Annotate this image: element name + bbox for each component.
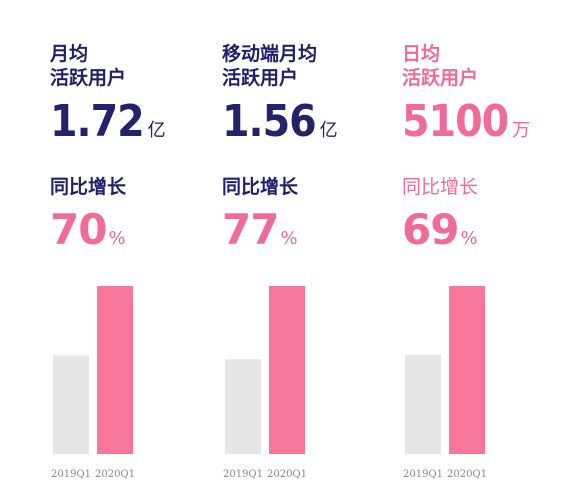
x-tick-label: 2020Q1: [447, 469, 487, 480]
metric-unit: 亿: [147, 120, 166, 141]
bar-chart-mobile-mau: 2019Q1 2020Q1: [223, 286, 307, 480]
yoy-label: 同比增长: [50, 176, 127, 198]
metric-label: 日均 活跃用户: [402, 43, 479, 89]
metric-value: 5100: [402, 96, 509, 147]
bar-chart-dau: 2019Q1 2020Q1: [403, 286, 487, 480]
x-tick-label: 2020Q1: [267, 469, 307, 480]
x-tick-label: 2019Q1: [51, 469, 91, 480]
metric-unit: 万: [512, 120, 531, 141]
yoy-value-line: 77%: [222, 204, 298, 256]
yoy-value-line: 70%: [50, 204, 126, 256]
bar-2019Q1: [405, 354, 441, 454]
bar-chart-mau: 2019Q1 2020Q1: [51, 286, 135, 480]
yoy-value: 69: [402, 205, 459, 254]
metric-column-mau: 月均 活跃用户 1.72 亿 同比增长 70% 2019Q1 2020Q1: [50, 0, 220, 504]
yoy-label: 同比增长: [222, 176, 299, 198]
metric-value: 1.56: [222, 96, 317, 147]
yoy-unit: %: [280, 228, 298, 249]
x-tick-label: 2019Q1: [223, 469, 263, 480]
metric-column-dau: 日均 活跃用户 5100 万 同比增长 69% 2019Q1 2020Q1: [402, 0, 572, 504]
metric-label: 移动端月均 活跃用户: [222, 43, 318, 89]
yoy-label: 同比增长: [402, 176, 479, 198]
bar-2020Q1: [269, 286, 305, 454]
metric-label: 月均 活跃用户: [50, 43, 127, 89]
x-tick-label: 2020Q1: [95, 469, 135, 480]
yoy-unit: %: [460, 228, 478, 249]
metric-value-line: 5100 万: [402, 96, 530, 148]
x-tick-label: 2019Q1: [403, 469, 443, 480]
metric-value: 1.72: [50, 96, 145, 147]
yoy-unit: %: [108, 228, 126, 249]
yoy-value: 70: [50, 205, 107, 254]
metric-value-line: 1.72 亿: [50, 96, 166, 148]
bar-2019Q1: [225, 359, 261, 454]
metric-column-mobile-mau: 移动端月均 活跃用户 1.56 亿 同比增长 77% 2019Q1 2020Q1: [222, 0, 392, 504]
metric-unit: 亿: [319, 120, 338, 141]
bar-2020Q1: [449, 286, 485, 454]
metric-value-line: 1.56 亿: [222, 96, 338, 148]
yoy-value: 77: [222, 205, 279, 254]
bar-2019Q1: [53, 355, 89, 454]
bar-2020Q1: [97, 286, 133, 454]
yoy-value-line: 69%: [402, 204, 478, 256]
